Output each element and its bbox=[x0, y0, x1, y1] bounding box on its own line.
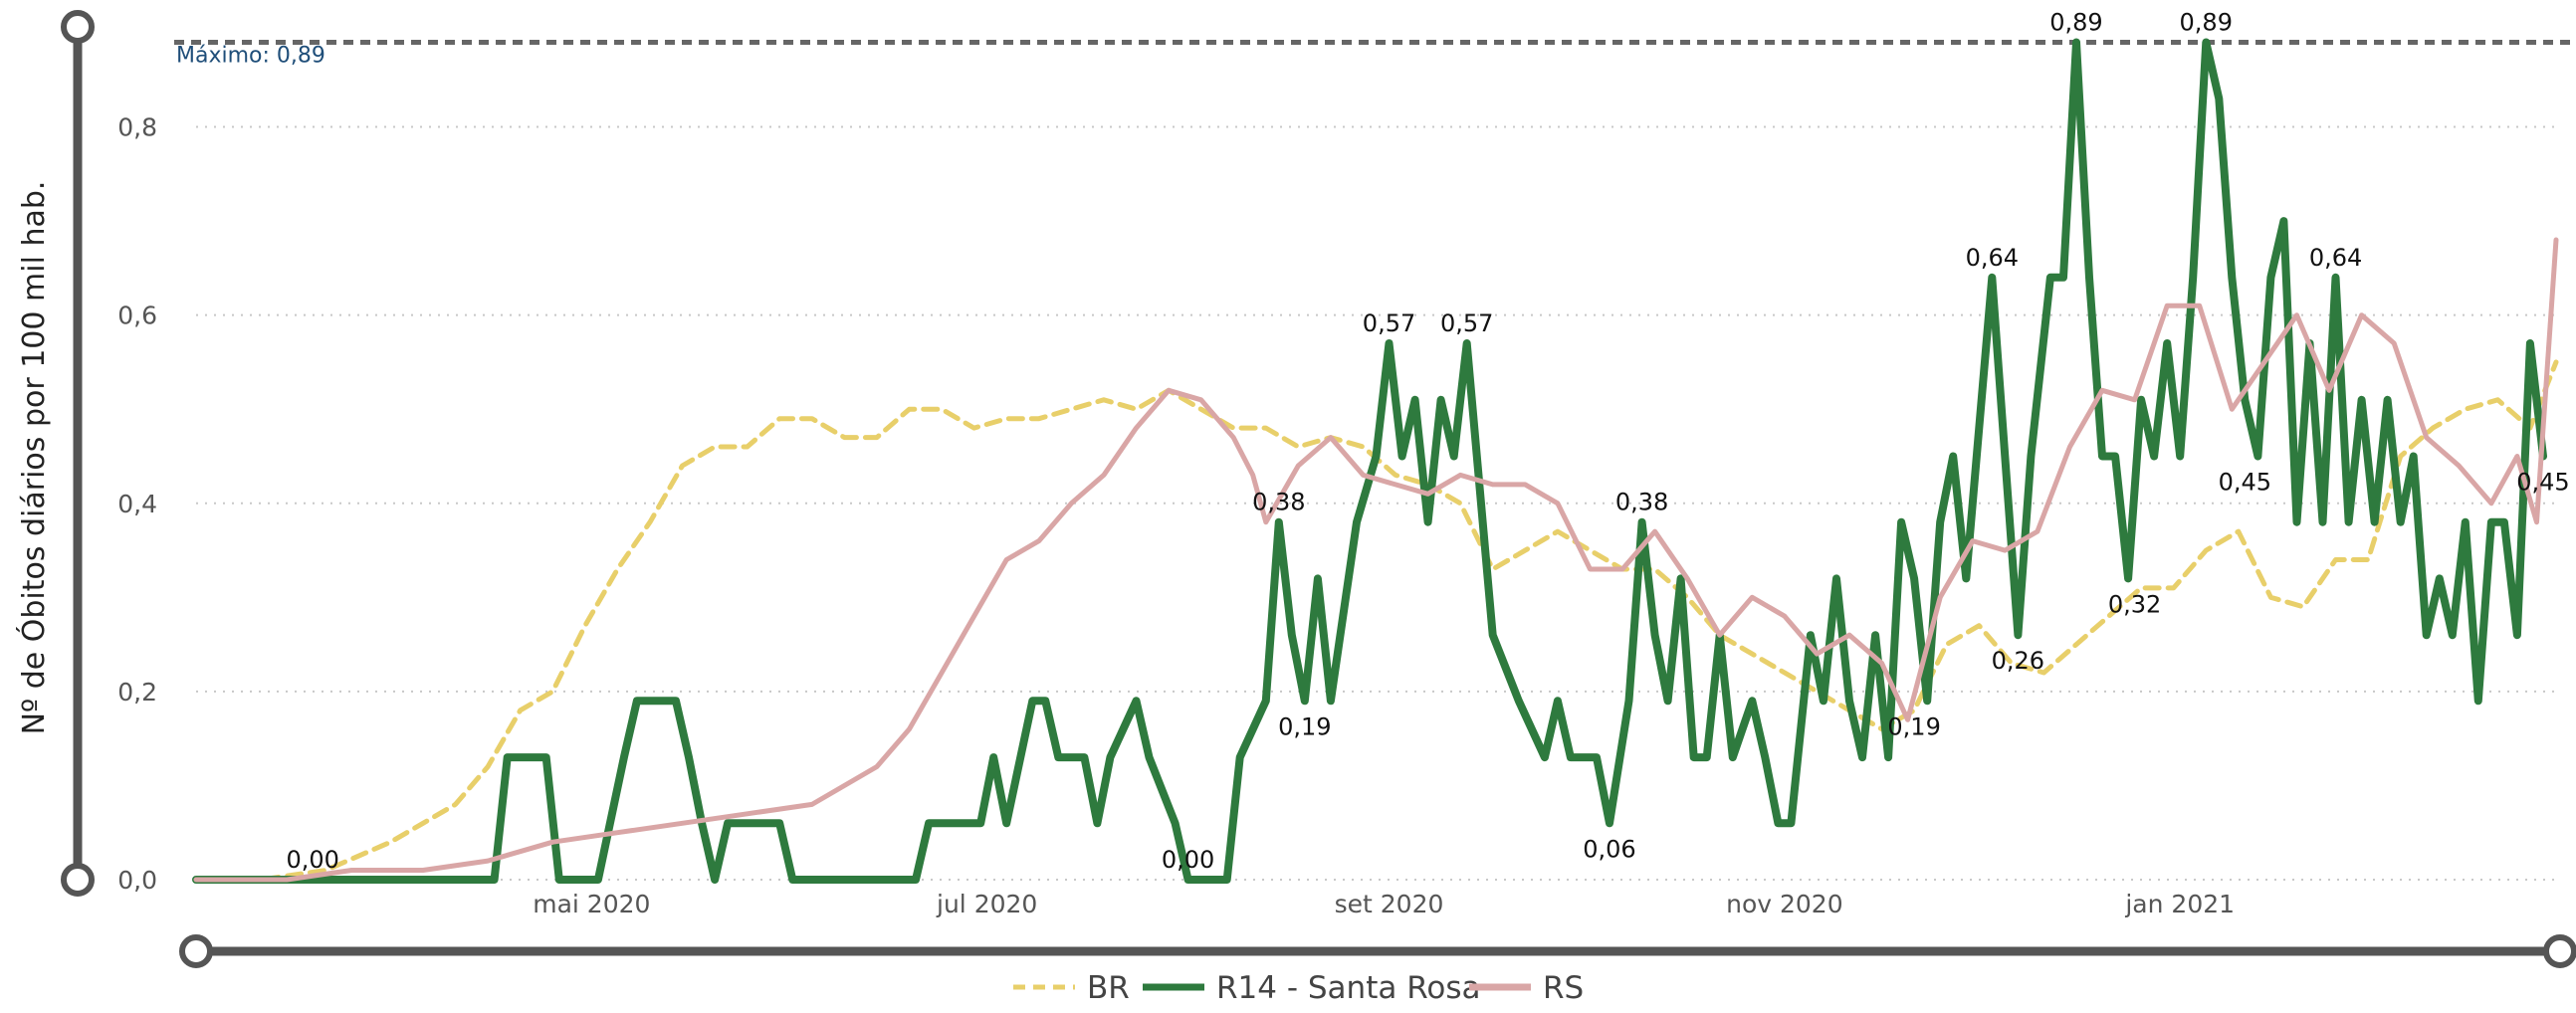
data-label: 0,89 bbox=[2180, 8, 2233, 36]
x-axis-ticks: mai 2020 jul 2020 set 2020 nov 2020 jan 2021 bbox=[533, 890, 2235, 918]
max-reference-label: Máximo: 0,89 bbox=[176, 43, 325, 68]
data-label: 0,38 bbox=[1615, 489, 1668, 516]
data-label: 0,32 bbox=[2108, 590, 2161, 618]
data-label: 0,00 bbox=[1162, 846, 1214, 874]
y-tick-label: 0,6 bbox=[117, 302, 157, 330]
reference-line: Máximo: 0,89 bbox=[174, 39, 2576, 68]
y-tick-label: 0,2 bbox=[117, 678, 157, 707]
vertical-slider-top-handle[interactable] bbox=[61, 10, 95, 44]
x-tick-label: jul 2020 bbox=[936, 890, 1037, 918]
legend: BR R14 - Santa Rosa RS bbox=[1013, 970, 1584, 1006]
series-line-rs bbox=[193, 237, 2559, 883]
y-tick-label: 0,4 bbox=[117, 490, 157, 518]
data-label: 0,45 bbox=[2219, 469, 2271, 497]
data-label: 0,64 bbox=[1966, 244, 2019, 272]
series-line-r14-santa-rosa bbox=[192, 38, 2547, 884]
legend-label: RS bbox=[1543, 970, 1584, 1006]
data-label: 0,38 bbox=[1252, 489, 1305, 516]
y-tick-label: 0,8 bbox=[117, 113, 157, 142]
horizontal-slider-left-handle[interactable] bbox=[179, 934, 213, 968]
x-tick-label: set 2020 bbox=[1335, 890, 1444, 918]
zoom-sliders[interactable] bbox=[61, 10, 2576, 968]
y-axis-label: Nº de Óbitos diários por 100 mil hab. bbox=[15, 181, 52, 735]
data-label: 0,45 bbox=[2516, 469, 2569, 497]
legend-label: R14 - Santa Rosa bbox=[1216, 970, 1480, 1006]
x-tick-label: mai 2020 bbox=[533, 890, 650, 918]
series-lines bbox=[192, 38, 2559, 884]
data-label: 0,19 bbox=[1278, 712, 1331, 740]
y-tick-label: 0,0 bbox=[117, 866, 157, 895]
legend-label: BR bbox=[1087, 970, 1130, 1006]
vertical-slider-bottom-handle[interactable] bbox=[61, 863, 95, 897]
data-label: 0,57 bbox=[1440, 309, 1493, 337]
data-label: 0,06 bbox=[1583, 835, 1635, 863]
data-label: 0,64 bbox=[2309, 244, 2362, 272]
x-tick-label: jan 2021 bbox=[2124, 890, 2235, 918]
data-labels: 0,00 0,00 0,38 0,19 0,57 0,57 0,06 0,38 0,19 0,64… bbox=[287, 8, 2570, 874]
x-tick-label: nov 2020 bbox=[1726, 890, 1843, 918]
data-label: 0,57 bbox=[1363, 309, 1415, 337]
data-label: 0,89 bbox=[2049, 8, 2102, 36]
y-axis-title: Nº de Óbitos diários por 100 mil hab. bbox=[15, 181, 52, 735]
horizontal-slider-right-handle[interactable] bbox=[2543, 934, 2576, 968]
data-label: 0,00 bbox=[287, 846, 339, 874]
data-label: 0,26 bbox=[1992, 647, 2044, 675]
y-axis-ticks: 0,0 0,2 0,4 0,6 0,8 bbox=[117, 113, 157, 895]
data-label: 0,19 bbox=[1887, 712, 1940, 740]
